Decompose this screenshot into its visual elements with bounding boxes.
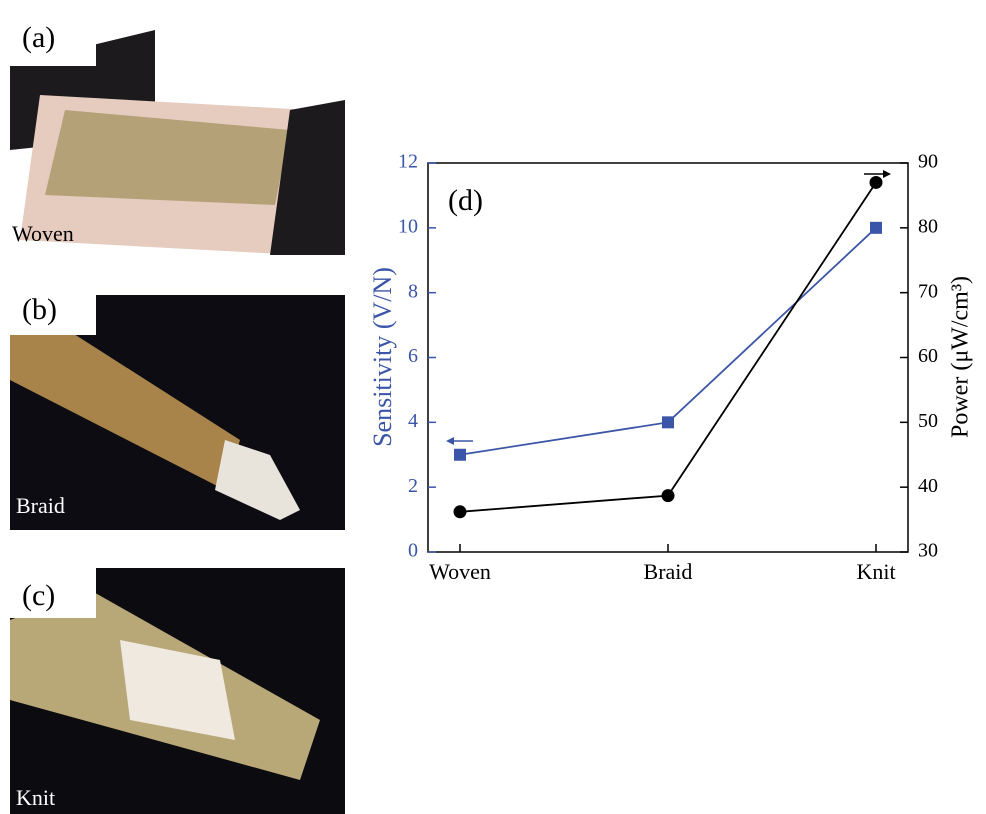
photo-caption: Woven xyxy=(12,221,74,246)
y2-tick-label: 70 xyxy=(918,280,938,302)
y-tick-label: 0 xyxy=(408,540,418,562)
x-tick-label: Knit xyxy=(856,559,895,584)
marker xyxy=(662,416,674,429)
y-tick-label: 8 xyxy=(408,280,418,302)
photo-b-braid xyxy=(10,325,240,490)
axis-arrow-head xyxy=(446,437,454,445)
photo-a-strap-right xyxy=(270,100,345,255)
label-box xyxy=(10,295,96,335)
photo-b-core xyxy=(215,440,300,520)
panel-label: (d) xyxy=(448,184,483,217)
axis-arrow-head xyxy=(883,170,891,178)
y-tick-label: 10 xyxy=(398,215,418,237)
photo-a-sensor xyxy=(45,110,290,205)
label-box xyxy=(10,0,96,66)
y-tick-label: 2 xyxy=(408,475,418,497)
series-line xyxy=(459,181,877,513)
panel-label: (c) xyxy=(22,579,55,612)
panel-label: (a) xyxy=(22,21,55,54)
y2-tick-label: 50 xyxy=(918,410,938,432)
y-axis-label: Sensitivity (V/N) xyxy=(368,267,397,447)
marker xyxy=(453,505,467,519)
y2-tick-label: 30 xyxy=(918,540,938,562)
label-box xyxy=(10,568,96,618)
marker xyxy=(454,448,466,461)
y-tick-label: 6 xyxy=(408,345,418,367)
x-tick-label: Woven xyxy=(429,559,491,584)
y2-tick-label: 90 xyxy=(918,151,938,173)
marker xyxy=(870,221,882,234)
panel-label: (b) xyxy=(22,293,57,326)
photo-c-knit xyxy=(120,640,235,740)
y2-tick-label: 60 xyxy=(918,345,938,367)
y-tick-label: 4 xyxy=(408,410,418,432)
y2-tick-label: 40 xyxy=(918,475,938,497)
y2-axis-label: Power (μW/cm³) xyxy=(948,276,974,438)
x-tick-label: Braid xyxy=(644,559,693,584)
marker xyxy=(869,175,883,189)
y-tick-label: 12 xyxy=(398,151,418,173)
marker xyxy=(661,489,675,503)
photo-caption: Knit xyxy=(16,785,55,810)
photo-caption: Braid xyxy=(16,493,65,518)
y2-tick-label: 80 xyxy=(918,215,938,237)
